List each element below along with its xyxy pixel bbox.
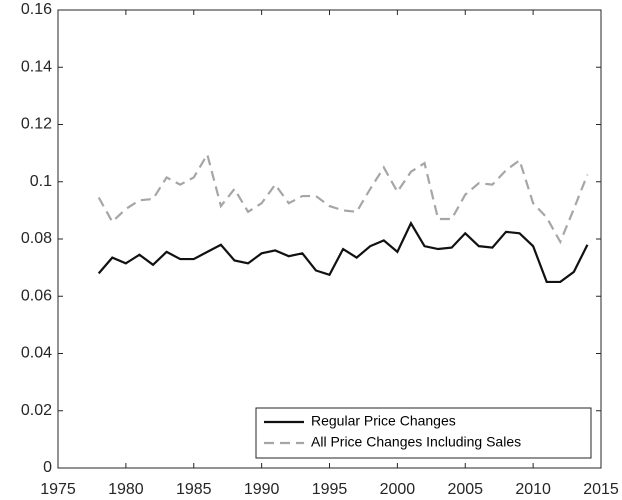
x-tick-label: 2005 xyxy=(447,481,483,498)
x-tick-label: 1985 xyxy=(176,481,212,498)
x-tick-label: 2015 xyxy=(583,481,619,498)
y-tick-label: 0 xyxy=(43,459,52,476)
x-tick-label: 1980 xyxy=(108,481,144,498)
legend-box xyxy=(255,407,592,459)
series-line xyxy=(97,151,589,245)
y-tick-label: 0.16 xyxy=(21,1,52,18)
legend-label: Regular Price Changes xyxy=(311,413,456,429)
y-tick-label: 0.08 xyxy=(21,230,52,247)
plot-area xyxy=(57,9,602,469)
x-tick-label: 1975 xyxy=(40,481,76,498)
y-tick-label: 0.1 xyxy=(30,173,52,190)
x-tick-label: 2010 xyxy=(515,481,551,498)
y-tick-label: 0.14 xyxy=(21,58,52,75)
series-line xyxy=(97,220,589,284)
x-tick-label: 1990 xyxy=(244,481,280,498)
x-tick-label: 2000 xyxy=(380,481,416,498)
y-tick-label: 0.02 xyxy=(21,402,52,419)
legend-label: All Price Changes Including Sales xyxy=(311,434,521,450)
y-tick-label: 0.04 xyxy=(21,345,52,362)
x-tick-label: 1995 xyxy=(312,481,348,498)
y-tick-label: 0.12 xyxy=(21,116,52,133)
y-tick-label: 0.06 xyxy=(21,287,52,304)
